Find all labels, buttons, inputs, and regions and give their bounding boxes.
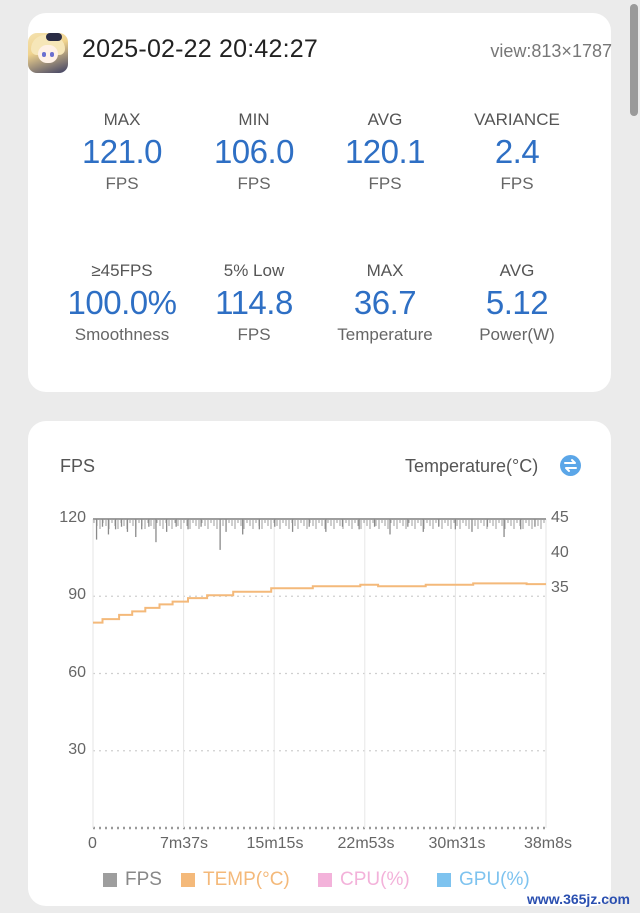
legend-swatch-icon — [181, 873, 195, 887]
stat-label: MIN — [238, 110, 270, 129]
stat-value: 2.4 — [494, 133, 540, 170]
legend-swatch-icon — [437, 873, 451, 887]
x-tick-label: 30m31s — [428, 835, 486, 852]
stat-unit: FPS — [237, 325, 271, 344]
temperature-axis-title[interactable]: Temperature(°C) — [405, 456, 539, 476]
view-resolution: view:813×1787 — [490, 41, 612, 61]
game-avatar-icon[interactable] — [28, 33, 68, 73]
x-tick-label: 0 — [88, 835, 97, 852]
stat-value: 114.8 — [215, 284, 293, 321]
x-tick-label: 7m37s — [159, 835, 209, 852]
swap-axis-icon[interactable] — [560, 455, 581, 476]
stat-value: 36.7 — [353, 284, 417, 321]
stat-1: MIN 106.0 FPS — [194, 109, 314, 195]
legend-swatch-icon — [318, 873, 332, 887]
stat-unit: FPS — [500, 174, 534, 193]
x-tick-label: 15m15s — [246, 835, 304, 852]
stat-label: AVG — [499, 261, 535, 280]
stat-unit: Power(W) — [479, 325, 555, 344]
y-tick-label: 60 — [68, 663, 86, 681]
stat-unit: FPS — [105, 174, 139, 193]
stat-value: 120.1 — [344, 133, 426, 170]
stat-3: VARIANCE 2.4 FPS — [457, 109, 577, 195]
stat-label: MAX — [366, 261, 404, 280]
chart-legend: FPS TEMP(°C) CPU(%) GPU(%) — [0, 869, 640, 893]
legend-label: GPU(%) — [459, 869, 530, 890]
fps-axis-title: FPS — [60, 456, 96, 476]
y-right-tick-label: 45 — [551, 509, 569, 526]
stat-2: AVG 120.1 FPS — [325, 109, 445, 195]
stats-card — [28, 13, 611, 392]
y-tick-label: 90 — [68, 586, 86, 604]
session-datetime: 2025-02-22 20:42:27 — [82, 35, 318, 63]
x-tick-label: 22m53s — [337, 835, 395, 852]
stat-0: MAX 121.0 FPS — [62, 109, 182, 195]
stat-label: MAX — [103, 110, 141, 129]
y-right-tick-label: 35 — [551, 579, 569, 596]
stat-label: AVG — [367, 110, 403, 129]
x-tick-label: 38m8s — [523, 835, 573, 852]
stat-value: 106.0 — [213, 133, 295, 170]
y-tick-label: 30 — [68, 740, 86, 758]
stat-value: 121.0 — [81, 133, 163, 170]
scrollbar[interactable] — [630, 4, 638, 116]
stat-label: VARIANCE — [474, 110, 560, 129]
y-right-tick-label: 40 — [551, 544, 569, 561]
session-header: 2025-02-22 20:42:27 view:813×1787 — [28, 33, 612, 73]
stat-label: ≥45FPS — [91, 261, 153, 280]
legend-label: TEMP(°C) — [203, 869, 290, 890]
stat-unit: Temperature — [337, 325, 433, 344]
chart-card — [28, 421, 611, 906]
stat-unit: FPS — [237, 174, 271, 193]
watermark: www.365jz.com — [527, 891, 630, 907]
stat-5: 5% Low 114.8 FPS — [194, 260, 314, 346]
stat-label: 5% Low — [223, 261, 285, 280]
stat-6: MAX 36.7 Temperature — [325, 260, 445, 346]
legend-swatch-icon — [103, 873, 117, 887]
stat-unit: FPS — [368, 174, 402, 193]
temperature-series-line — [93, 582, 546, 624]
stat-value: 100.0% — [67, 284, 177, 321]
y-tick-label: 120 — [59, 509, 86, 526]
stat-7: AVG 5.12 Power(W) — [457, 260, 577, 346]
legend-label: CPU(%) — [340, 869, 410, 890]
stat-4: ≥45FPS 100.0% Smoothness — [62, 260, 182, 346]
stat-value: 5.12 — [485, 284, 549, 321]
stat-unit: Smoothness — [74, 325, 170, 344]
legend-label: FPS — [125, 869, 162, 890]
